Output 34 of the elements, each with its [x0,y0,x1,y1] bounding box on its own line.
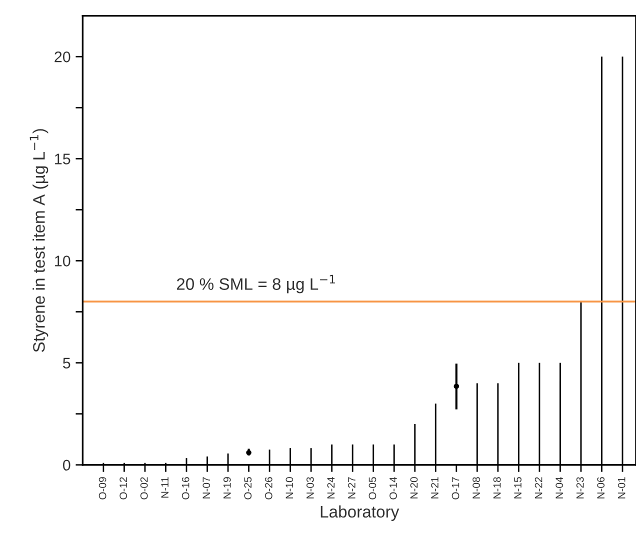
x-tick-label: N-01 [618,477,626,498]
ref-line-label: 20 % SML = 8 µg L$^{−1}$ [176,274,335,294]
x-tick-label: N-15 [514,477,522,498]
x-tick-label: N-23 [576,477,584,498]
x-tick-label: N-07 [202,477,210,498]
y-tick-label: 10 [55,256,70,266]
x-tick-label: O-12 [120,477,127,500]
x-tick-label: O-05 [368,477,376,500]
x-tick-label: O-17 [452,477,460,500]
y-tick-label: 15 [55,154,70,164]
y-axis-title: Styrene in test item A (µg L$^{−1}$) [30,129,48,352]
x-tick-label: O-14 [390,476,397,500]
x-tick-label: O-02 [140,477,148,500]
x-tick-label: N-18 [493,477,501,498]
y-tick-label: 0 [62,460,70,471]
x-axis-title: Laboratory [320,505,400,521]
x-tick-label: O-26 [264,477,272,500]
x-tick-label: O-25 [244,477,252,500]
x-tick-label: N-27 [348,477,356,498]
y-tick-label: 5 [62,358,70,369]
x-tick-label: N-10 [286,477,294,498]
x-tick-label: N-24 [327,476,335,498]
x-tick-label: N-11 [161,477,168,498]
x-tick-label: O-09 [98,477,106,500]
x-tick-label: N-22 [534,477,542,498]
y-tick-label: 20 [54,52,70,62]
x-tick-label: N-20 [410,477,418,498]
x-tick-label: N-03 [306,477,314,498]
x-tick-label: N-06 [597,477,605,498]
x-tick-label: N-08 [472,477,480,498]
x-tick-label: O-16 [182,477,190,500]
x-tick-label: N-19 [223,477,231,498]
x-tick-label: N-04 [556,476,564,498]
x-tick-label: N-21 [431,477,438,498]
